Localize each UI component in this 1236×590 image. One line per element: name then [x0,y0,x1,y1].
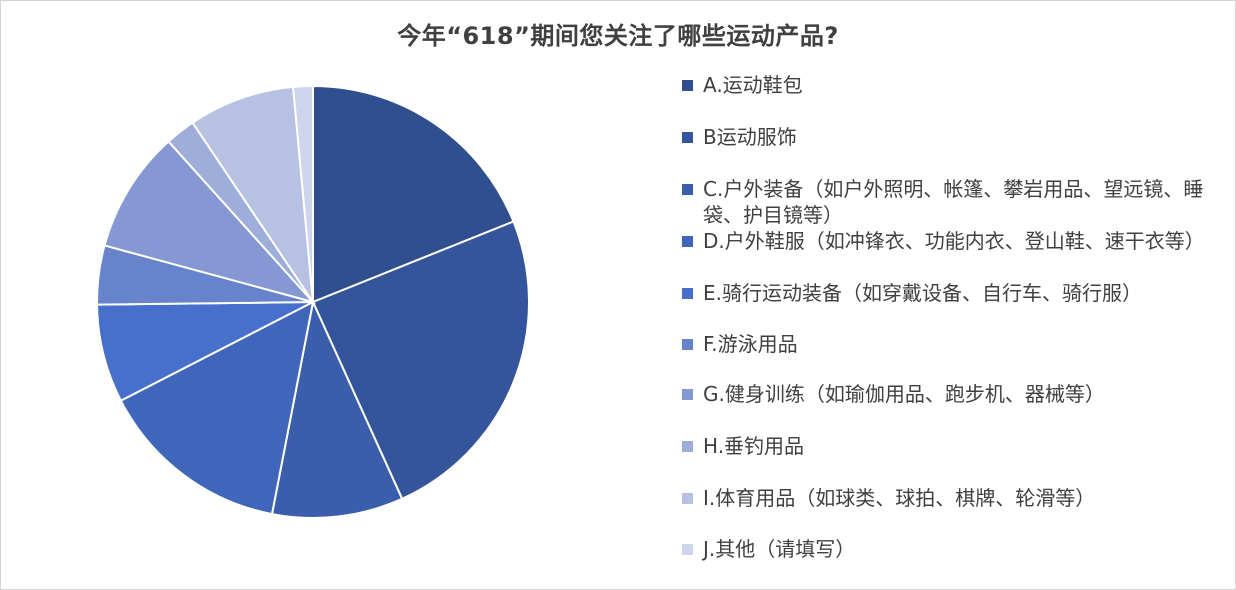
legend-swatch [682,493,693,504]
legend-item: D.户外鞋服（如冲锋衣、功能内衣、登山鞋、速干衣等） [682,228,1212,254]
legend-swatch [682,132,693,143]
pie-slice-d [119,300,315,516]
legend-swatch [682,339,693,350]
legend-item: A.运动鞋包 [682,72,1212,98]
legend-label: D.户外鞋服（如冲锋衣、功能内衣、登山鞋、速干衣等） [703,229,1205,253]
pie-slices [96,84,530,519]
pie-slice-c [270,298,404,519]
legend-swatch [682,80,693,91]
legend-label: B运动服饰 [703,125,797,149]
legend-swatch [682,236,693,247]
legend-swatch [682,288,693,299]
legend-item: I.体育用品（如球类、球拍、棋牌、轮滑等） [682,485,1212,511]
legend-label: G.健身训练（如瑜伽用品、跑步机、器械等） [703,382,1105,406]
legend-item: B运动服饰 [682,124,1212,150]
legend-item: H.垂钓用品 [682,433,1212,459]
pie-slice-e [96,301,314,403]
legend-swatch [682,389,693,400]
legend-item: E.骑行运动装备（如穿戴设备、自行车、骑行服） [682,280,1212,306]
legend-label: H.垂钓用品 [703,434,805,458]
pie-slice-i [191,85,314,303]
legend-swatch [682,441,693,452]
legend-label: A.运动鞋包 [703,73,803,97]
legend: A.运动鞋包 B运动服饰 C.户外装备（如户外照明、帐篷、攀岩用品、望远镜、睡袋、护… [682,0,1222,590]
pie-slice-a [312,84,515,304]
legend-label: E.骑行运动装备（如穿戴设备、自行车、骑行服） [703,281,1142,305]
legend-label: I.体育用品（如球类、球拍、棋牌、轮滑等） [703,486,1096,510]
legend-item: F.游泳用品 [682,331,1212,357]
legend-label: F.游泳用品 [703,332,798,356]
pie-slice-g [103,140,317,304]
pie-slice-b [311,220,530,501]
chart-title: 今年“618”期间您关注了哪些运动产品? [397,22,839,50]
legend-item: C.户外装备（如户外照明、帐篷、攀岩用品、望远镜、睡袋、护目镜等） [682,176,1212,228]
legend-swatch [682,544,693,555]
legend-label: J.其他（请填写） [703,537,856,561]
legend-swatch [682,184,693,195]
pie-slice-j [291,84,314,303]
legend-item: G.健身训练（如瑜伽用品、跑步机、器械等） [682,381,1212,407]
legend-label: C.户外装备（如户外照明、帐篷、攀岩用品、望远镜、睡袋、护目镜等） [703,177,1204,227]
legend-item: J.其他（请填写） [682,536,1212,562]
